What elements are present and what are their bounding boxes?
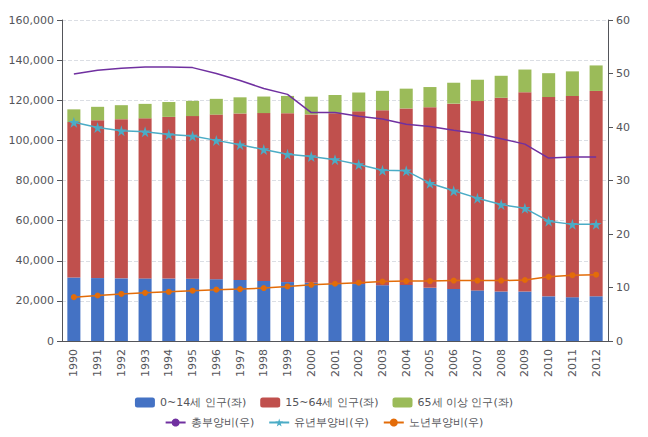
svg-text:2003: 2003 bbox=[376, 349, 389, 377]
svg-text:1991: 1991 bbox=[91, 349, 104, 377]
svg-text:2000: 2000 bbox=[305, 349, 318, 377]
svg-text:140,000: 140,000 bbox=[9, 54, 55, 67]
svg-text:120,000: 120,000 bbox=[9, 94, 55, 107]
svg-text:1990: 1990 bbox=[67, 349, 80, 377]
svg-text:0: 0 bbox=[616, 335, 623, 348]
svg-text:1993: 1993 bbox=[139, 349, 152, 377]
svg-text:2009: 2009 bbox=[518, 349, 531, 377]
svg-text:총부양비(우): 총부양비(우) bbox=[191, 416, 255, 429]
svg-text:60: 60 bbox=[616, 14, 630, 27]
svg-text:유년부양비(우): 유년부양비(우) bbox=[294, 416, 369, 429]
svg-text:10: 10 bbox=[616, 281, 630, 294]
svg-text:2011: 2011 bbox=[566, 349, 579, 377]
svg-text:1999: 1999 bbox=[281, 349, 294, 377]
svg-text:65세 이상 인구(좌): 65세 이상 인구(좌) bbox=[418, 396, 514, 409]
svg-text:2005: 2005 bbox=[423, 349, 436, 377]
svg-text:160,000: 160,000 bbox=[9, 14, 55, 27]
svg-text:20,000: 20,000 bbox=[16, 294, 55, 307]
svg-text:50: 50 bbox=[616, 67, 630, 80]
svg-text:2002: 2002 bbox=[352, 349, 365, 377]
svg-text:1994: 1994 bbox=[162, 349, 175, 377]
svg-text:1998: 1998 bbox=[257, 349, 270, 377]
svg-text:노년부양비(우): 노년부양비(우) bbox=[409, 416, 484, 429]
svg-text:2007: 2007 bbox=[471, 349, 484, 377]
svg-text:2004: 2004 bbox=[400, 349, 413, 377]
svg-text:2001: 2001 bbox=[329, 349, 342, 377]
svg-text:40,000: 40,000 bbox=[16, 254, 55, 267]
svg-text:1995: 1995 bbox=[186, 349, 199, 377]
svg-text:15~64세 인구(좌): 15~64세 인구(좌) bbox=[285, 396, 378, 409]
svg-text:2008: 2008 bbox=[495, 349, 508, 377]
svg-text:2010: 2010 bbox=[542, 349, 555, 377]
svg-text:80,000: 80,000 bbox=[16, 174, 55, 187]
svg-text:2012: 2012 bbox=[590, 349, 603, 377]
svg-text:1996: 1996 bbox=[210, 349, 223, 377]
svg-text:1997: 1997 bbox=[234, 349, 247, 377]
svg-text:1992: 1992 bbox=[115, 349, 128, 377]
svg-text:30: 30 bbox=[616, 174, 630, 187]
svg-text:0: 0 bbox=[47, 335, 54, 348]
svg-text:60,000: 60,000 bbox=[16, 214, 55, 227]
svg-text:0~14세 인구(좌): 0~14세 인구(좌) bbox=[160, 396, 246, 409]
svg-text:100,000: 100,000 bbox=[9, 134, 55, 147]
svg-text:40: 40 bbox=[616, 121, 630, 134]
svg-text:2006: 2006 bbox=[447, 349, 460, 377]
svg-text:20: 20 bbox=[616, 228, 630, 241]
